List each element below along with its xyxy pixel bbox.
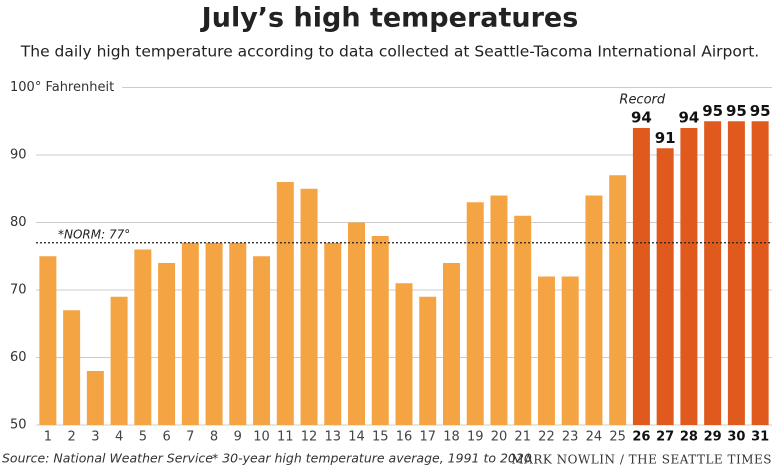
bar	[348, 222, 366, 425]
x-tick-label: 20	[491, 430, 508, 445]
bar	[181, 242, 199, 425]
bar	[300, 188, 318, 425]
bar	[537, 276, 555, 425]
bar	[632, 128, 650, 425]
bar	[727, 121, 745, 425]
x-tick-label: 11	[277, 430, 294, 445]
y-tick-label: 80	[10, 215, 27, 230]
y-tick-label: 70	[10, 283, 27, 298]
bar	[395, 283, 413, 425]
x-tick-label: 13	[325, 430, 342, 445]
value-label: 94	[631, 109, 652, 127]
y-tick-label: 50	[10, 418, 27, 433]
bar	[253, 256, 271, 425]
bar	[276, 182, 294, 425]
bar	[561, 276, 579, 425]
x-tick-label: 27	[656, 430, 674, 445]
x-tick-label: 19	[467, 430, 484, 445]
x-tick-label: 21	[514, 430, 531, 445]
x-tick-label: 31	[751, 430, 769, 445]
x-tick-label: 23	[562, 430, 579, 445]
bar	[371, 236, 389, 425]
x-tick-label: 30	[727, 430, 745, 445]
x-tick-label: 2	[67, 430, 75, 445]
bar	[442, 263, 460, 425]
value-label: 94	[678, 109, 699, 127]
bar	[86, 371, 104, 425]
value-label: 95	[702, 102, 723, 120]
chart-subtitle: The daily high temperature according to …	[20, 43, 759, 61]
value-label: 95	[750, 102, 771, 120]
y-tick-label: 60	[10, 350, 27, 365]
x-tick-label: 22	[538, 430, 555, 445]
source: Source: National Weather Service	[2, 451, 213, 466]
bar	[229, 242, 247, 425]
x-tick-label: 8	[210, 430, 218, 445]
record-label: Record	[619, 93, 665, 108]
bar	[39, 256, 57, 425]
value-label: 91	[655, 129, 676, 147]
bar	[134, 249, 152, 425]
bar	[751, 121, 769, 425]
bar	[110, 296, 128, 425]
bar	[704, 121, 722, 425]
x-tick-label: 4	[115, 430, 123, 445]
x-tick-label: 28	[680, 430, 698, 445]
x-tick-label: 7	[186, 430, 194, 445]
x-tick-label: 12	[301, 430, 318, 445]
x-tick-label: 17	[419, 430, 436, 445]
bar	[419, 296, 437, 425]
bar	[324, 242, 342, 425]
chart-title: July’s high temperatures	[200, 3, 579, 34]
value-label: 95	[726, 102, 747, 120]
x-tick-label: 29	[704, 430, 722, 445]
y-tick-label: 100° Fahrenheit	[10, 80, 114, 95]
x-tick-label: 1	[44, 430, 52, 445]
bar	[466, 202, 484, 425]
bar	[490, 195, 508, 425]
y-tick-label: 90	[10, 148, 27, 163]
x-tick-label: 10	[253, 430, 270, 445]
bar	[585, 195, 603, 425]
x-tick-label: 14	[348, 430, 365, 445]
bar	[514, 215, 532, 425]
x-tick-label: 9	[234, 430, 242, 445]
bar	[63, 310, 81, 425]
bar	[158, 263, 176, 425]
x-tick-label: 26	[632, 430, 650, 445]
bar	[680, 128, 698, 425]
bar	[656, 148, 674, 425]
bar	[609, 175, 627, 425]
credit: MARK NOWLIN / THE SEATTLE TIMES	[511, 453, 772, 467]
x-tick-label: 5	[139, 430, 147, 445]
norm-label: *NORM: 77°	[58, 227, 130, 241]
x-tick-label: 25	[609, 430, 626, 445]
x-tick-label: 15	[372, 430, 389, 445]
x-tick-label: 24	[586, 430, 603, 445]
x-tick-label: 3	[91, 430, 99, 445]
footnote: * 30-year high temperature average, 1991…	[212, 451, 532, 466]
x-tick-label: 6	[162, 430, 170, 445]
x-tick-label: 16	[396, 430, 413, 445]
x-tick-label: 18	[443, 430, 460, 445]
bar	[205, 242, 223, 425]
